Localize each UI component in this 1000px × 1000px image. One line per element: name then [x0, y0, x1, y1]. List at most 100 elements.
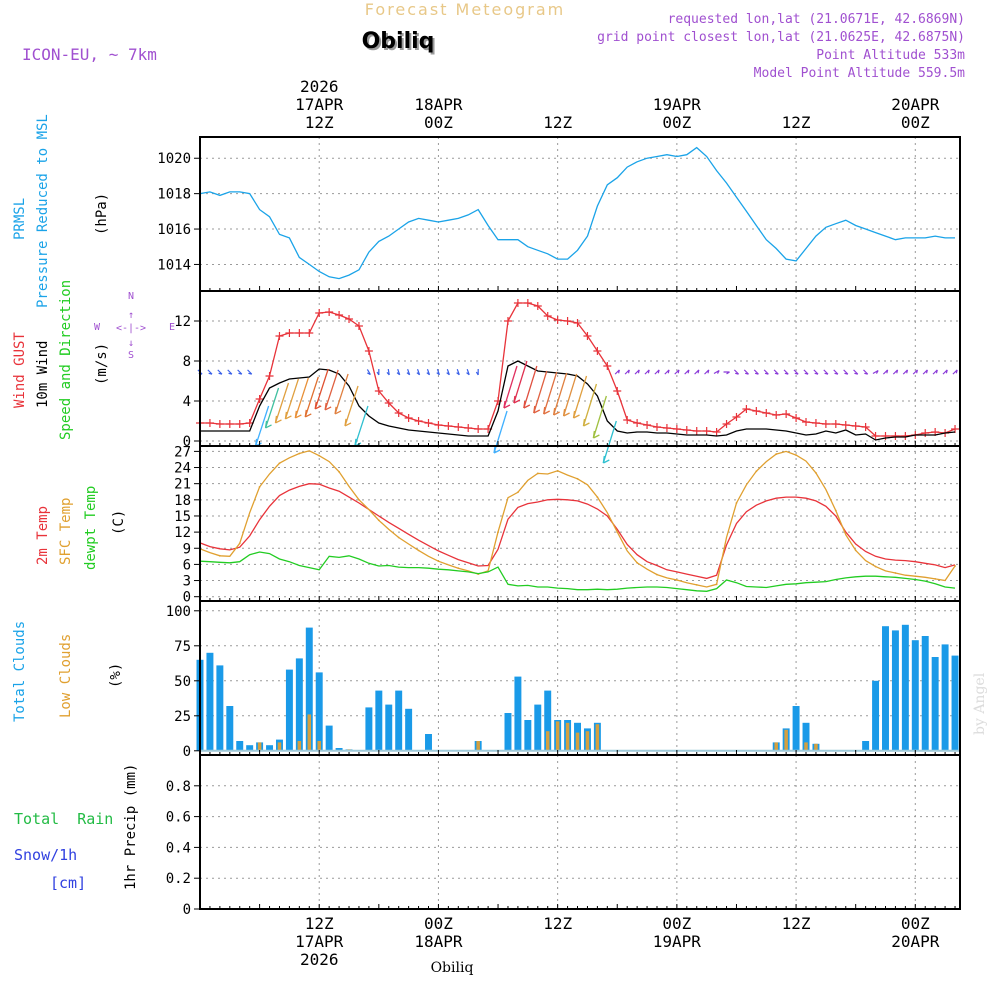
y-tick-label: 21	[174, 477, 191, 493]
wind-vector-head	[543, 406, 551, 415]
wind-direction-arrow	[227, 369, 233, 375]
model-altitude: Model Point Altitude 559.5m	[754, 66, 965, 81]
sfc-temp-point	[298, 452, 301, 455]
wind-direction-arrow	[773, 369, 779, 375]
gust-marker	[275, 332, 284, 340]
sfc-temp-point	[874, 565, 877, 568]
cloud-panel-labels: Total Clouds Low Clouds (%)	[12, 621, 124, 722]
gust-marker	[235, 420, 244, 428]
wind-direction-arrow	[863, 369, 869, 375]
sfc-temp-point	[397, 536, 400, 539]
plot-data	[196, 146, 960, 910]
wind-gust-label: Wind GUST	[12, 332, 28, 408]
gust-marker	[414, 417, 423, 425]
wind-direction-arrow	[694, 369, 700, 375]
gust-marker	[802, 418, 811, 426]
wind-direction-arrow	[406, 368, 411, 376]
wind-vector-arrow	[304, 376, 319, 418]
wind-direction-arrow	[466, 368, 470, 376]
wind-vector-head	[334, 406, 342, 415]
pressure-unit-label: (hPa)	[94, 193, 110, 235]
total-cloud-bar	[802, 722, 810, 751]
wind-vector-head	[254, 438, 262, 447]
gust-marker	[434, 421, 443, 429]
sfc-temp-point	[914, 575, 917, 578]
y-tick-label: 27	[174, 444, 191, 460]
total-cloud-bar	[911, 640, 919, 751]
total-cloud-bar	[792, 706, 800, 751]
wind-vector-head	[582, 418, 590, 427]
total-cloud-bar	[315, 672, 323, 751]
gust-marker	[643, 421, 652, 429]
wind-direction-arrow	[217, 369, 223, 375]
gust-marker	[503, 317, 512, 325]
wind-direction-arrow	[475, 369, 479, 376]
gust-marker	[712, 428, 721, 436]
top-time-label: 2026	[300, 77, 339, 96]
wind-vector-head	[354, 438, 362, 447]
y-tick-label: 0.4	[166, 840, 191, 856]
total-cloud-bar	[395, 690, 403, 751]
compass-rose: N ↑ W <-|-> E ↓ S	[94, 291, 175, 361]
wind-direction-arrow	[763, 369, 769, 375]
wind-vector-head	[264, 420, 272, 429]
total-cloud-bar	[325, 725, 333, 751]
wind-direction-arrow	[237, 369, 243, 375]
temp-unit-label: (C)	[111, 510, 127, 535]
sfc-temp-point	[517, 491, 519, 494]
sfc-temp-point	[894, 572, 897, 574]
low-cloud-bar	[774, 742, 778, 751]
wind-direction-arrow	[436, 368, 441, 376]
wind-direction-arrow	[614, 369, 620, 375]
watermark: by Angel	[972, 672, 988, 735]
bottom-time-label: 2026	[300, 950, 339, 969]
gust-marker	[752, 407, 761, 415]
gust-marker	[424, 419, 433, 427]
top-time-label: 19APR	[653, 95, 702, 114]
wind-vector-arrow	[284, 378, 300, 420]
gust-marker	[593, 347, 602, 355]
gust-marker	[255, 395, 264, 403]
wind-direction-arrow	[803, 369, 809, 375]
low-cloud-bar	[297, 741, 302, 751]
gust-marker	[205, 419, 214, 427]
wind-direction-arrow	[922, 369, 928, 375]
wind-direction-arrow	[723, 371, 730, 375]
low-cloud-bar	[277, 742, 282, 751]
total-cloud-bar	[375, 690, 383, 751]
wind-direction-arrow	[644, 369, 650, 375]
wind-vector-arrow	[274, 382, 290, 424]
wind-10m-label: 10m Wind	[35, 341, 51, 408]
top-time-label: 00Z	[901, 113, 930, 132]
wind-panel-labels: Wind GUST 10m Wind Speed and Direction (…	[12, 280, 110, 440]
wind-direction-arrow	[892, 369, 899, 375]
total-clouds-label: Total Clouds	[12, 621, 28, 722]
chart-title: Forecast Meteogram	[365, 0, 565, 19]
total-cloud-bar	[891, 630, 899, 751]
low-cloud-bar	[575, 732, 580, 751]
total-cloud-bar	[544, 690, 552, 751]
gust-marker	[951, 425, 960, 433]
wind-direction-arrow	[843, 369, 849, 375]
cloud-unit-label: (%)	[108, 663, 124, 688]
location-title: Obiliq	[362, 29, 435, 54]
wind-vector-head	[533, 405, 541, 414]
gust-marker	[692, 427, 701, 435]
total-cloud-bar	[872, 680, 880, 751]
wind-vector-arrow	[264, 387, 280, 429]
wind-vector-arrow	[562, 373, 578, 417]
wind-direction-arrow	[366, 369, 371, 376]
sfc-temp-point	[775, 453, 778, 455]
sfc-temp-point	[536, 472, 539, 475]
gust-marker	[305, 329, 314, 337]
sfc-temp-point	[238, 542, 241, 545]
sfc-temp-point	[815, 472, 817, 474]
y-tick-label: 75	[174, 639, 191, 655]
gust-marker	[464, 424, 473, 432]
y-tick-label: 0	[183, 434, 191, 450]
gust-marker	[315, 309, 324, 317]
wind-vector-head	[592, 430, 600, 439]
bottom-time-label: 17APR	[295, 932, 344, 951]
wind-direction-arrow	[446, 368, 450, 376]
y-tick-label: 0	[183, 744, 191, 760]
